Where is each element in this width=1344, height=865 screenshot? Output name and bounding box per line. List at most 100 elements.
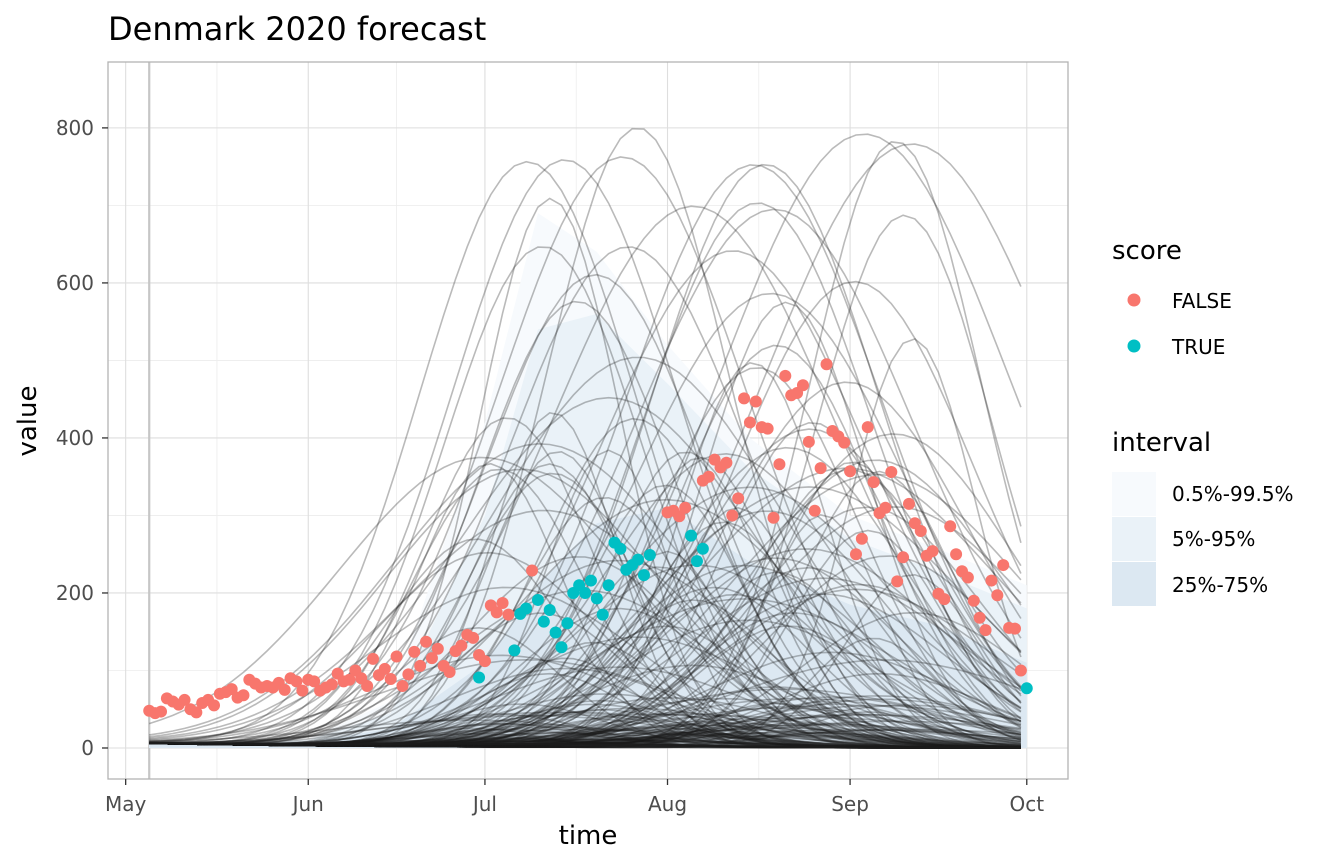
observation-point-false [478, 655, 491, 668]
x-tick-label: Oct [1009, 792, 1044, 816]
forecast-trajectory [149, 513, 1021, 748]
score-legend: score FALSE TRUE [1112, 236, 1232, 359]
observation-point-false [408, 645, 421, 658]
observation-point-true [520, 602, 533, 615]
observation-point-false [343, 673, 356, 686]
forecast-trajectory [149, 593, 1022, 747]
observation-point-false [950, 548, 963, 561]
forecast-trajectory [149, 133, 1022, 746]
observation-point-true [1020, 682, 1033, 695]
observation-point-false [914, 524, 927, 537]
forecast-trajectory [149, 246, 1021, 749]
forecast-trajectory [149, 459, 1022, 747]
forecast-trajectory [149, 559, 1021, 748]
forecast-trajectory [149, 344, 1022, 747]
observation-point-false [526, 564, 539, 577]
interval-legend-title: interval [1112, 428, 1211, 458]
observation-point-false [1014, 664, 1027, 677]
observation-point-true [590, 592, 603, 605]
observation-point-false [384, 673, 397, 686]
forecast-trajectory [149, 367, 1022, 747]
forecast-trajectory [149, 696, 1022, 748]
observation-point-true [643, 548, 656, 561]
forecast-trajectory [149, 625, 1021, 749]
forecast-trajectory [149, 722, 1021, 748]
forecast-trajectory [149, 555, 1022, 748]
observation-point-false [378, 662, 391, 675]
observation-point-false [738, 392, 751, 405]
observation-point-false [208, 699, 221, 712]
forecast-trajectory [149, 442, 1021, 748]
legend-key-false [1127, 293, 1141, 307]
forecast-trajectory [149, 686, 1021, 748]
forecast-trajectory [149, 711, 1021, 749]
observation-point-false [467, 631, 480, 644]
observation-point-false [973, 611, 986, 624]
forecast-trajectory [149, 697, 1021, 747]
interval-bands [149, 213, 1027, 748]
forecast-trajectory [149, 707, 1021, 747]
observation-point-false [979, 624, 992, 637]
forecast-trajectory [149, 731, 1021, 749]
observation-point-false [155, 705, 168, 718]
forecast-trajectory [149, 696, 1021, 749]
forecast-trajectory [149, 498, 1022, 745]
observation-point-false [761, 422, 774, 435]
forecast-trajectory [149, 659, 1022, 747]
legend-key-interval-75 [1112, 562, 1156, 606]
observation-point-false [885, 466, 898, 479]
observation-point-true [632, 553, 645, 566]
observation-point-true [690, 555, 703, 568]
observation-point-false [496, 597, 509, 610]
observation-point-false [278, 683, 291, 696]
forecast-trajectory [149, 625, 1022, 748]
forecast-trajectory [149, 702, 1021, 749]
forecast-trajectory [149, 521, 1021, 749]
observation-point-true [561, 617, 574, 630]
forecast-trajectory [149, 280, 1022, 747]
forecast-trajectory [149, 556, 1021, 749]
x-tick-label: Sep [831, 792, 869, 816]
forecast-trajectory [149, 300, 1021, 749]
forecast-trajectory [149, 718, 1021, 749]
observation-point-false [838, 436, 851, 449]
observation-point-false [673, 510, 686, 523]
forecast-trajectory [149, 577, 1022, 747]
y-axis-title: value [13, 385, 43, 456]
observation-point-false [225, 683, 238, 696]
observation-point-false [443, 666, 456, 679]
forecast-trajectory [149, 160, 1021, 749]
observation-point-false [926, 545, 939, 558]
forecast-trajectory [149, 723, 1021, 748]
legend-label-true: TRUE [1171, 335, 1225, 359]
observation-point-true [602, 579, 615, 592]
forecast-trajectory [149, 446, 1022, 747]
forecast-trajectory [149, 703, 1022, 748]
forecast-trajectory [149, 571, 1021, 748]
observation-point-false [396, 679, 409, 692]
forecast-trajectory [149, 557, 1022, 747]
observation-point-true [537, 615, 550, 628]
score-legend-title: score [1112, 236, 1182, 266]
forecast-trajectory [149, 510, 1022, 747]
forecast-trajectory [149, 593, 1021, 747]
observation-point-true [614, 542, 627, 555]
forecast-trajectory [149, 713, 1021, 749]
forecast-trajectory [149, 456, 1021, 749]
forecast-trajectory [149, 417, 1021, 749]
observation-point-true [579, 586, 592, 599]
forecast-trajectory [149, 451, 1021, 749]
observation-point-true [685, 529, 698, 542]
observation-point-false [814, 462, 827, 475]
observation-point-false [178, 693, 191, 706]
forecast-trajectory [149, 548, 1022, 747]
observation-point-false [849, 548, 862, 561]
forecast-trajectory [149, 599, 1021, 749]
forecast-trajectory [149, 728, 1021, 749]
plot-panel [107, 61, 1069, 780]
forecast-trajectory [149, 732, 1021, 748]
observation-point-false [190, 706, 203, 719]
forecast-trajectory [149, 586, 1021, 748]
forecast-trajectory [149, 301, 1022, 748]
